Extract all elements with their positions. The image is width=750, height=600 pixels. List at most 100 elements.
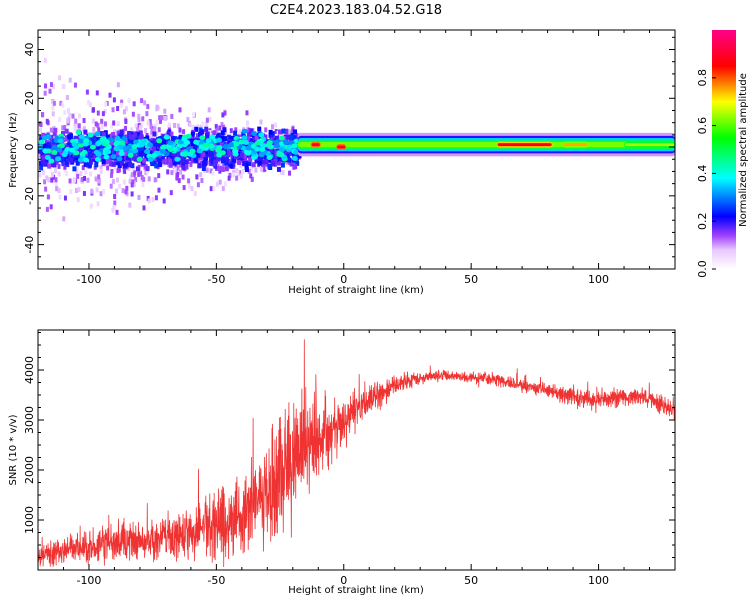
spectrogram-peak: [563, 143, 588, 147]
spectrogram-noise-cell: [245, 110, 249, 116]
spectrogram-noise-cell: [128, 202, 132, 208]
spectrogram-band-cell: [75, 160, 80, 166]
spectrogram-blob: [114, 136, 121, 142]
spectrogram-blob: [56, 147, 63, 153]
spectrogram-noise-cell: [68, 178, 72, 184]
spectrogram-blob: [251, 131, 258, 137]
spectrogram-ytick-label: -40: [23, 236, 36, 254]
spectrogram-band-cell: [178, 134, 183, 140]
spectrogram-band-cell: [95, 136, 100, 142]
spectrogram-noise-cell: [74, 187, 78, 193]
spectrogram-noise-cell: [47, 177, 51, 183]
spectrogram-band-cell: [64, 136, 69, 142]
spectrogram-noise-cell: [140, 98, 144, 104]
spectrogram-band-cell: [87, 162, 92, 168]
spectrogram-band-cell: [123, 138, 128, 144]
colorbar-tick-label: 0.4: [696, 165, 709, 183]
spectrogram-noise-cell: [38, 155, 42, 161]
spectrogram-blob: [89, 144, 96, 150]
spectrogram-blob: [163, 134, 170, 140]
spectrogram-band-cell: [46, 142, 51, 148]
spectrogram-band-cell: [244, 167, 249, 173]
spectrogram-band-cell: [252, 136, 257, 142]
spectrogram-band-cell: [267, 163, 272, 169]
spectrogram-noise-cell: [199, 124, 203, 130]
spectrogram-band-cell: [204, 126, 209, 132]
spectrogram-band-cell: [277, 157, 282, 163]
spectrogram-band-cell: [224, 136, 229, 142]
spectrogram-band-cell: [131, 141, 136, 147]
spectrogram-noise-cell: [287, 130, 291, 136]
spectrogram-band-cell: [160, 156, 165, 162]
spectrogram-noise-cell: [62, 137, 66, 143]
spectrogram-noise-cell: [120, 102, 124, 108]
spectrogram-band-cell: [181, 165, 186, 171]
spectrogram-blob: [138, 142, 145, 148]
spectrogram-noise-cell: [51, 111, 55, 117]
spectrogram-noise-cell: [162, 198, 166, 204]
spectrogram-noise-cell: [273, 161, 277, 167]
spectrogram-band-cell: [157, 142, 162, 148]
spectrogram-noise-cell: [153, 126, 157, 132]
spectrogram-noise-cell: [61, 102, 65, 108]
spectrogram-noise-cell: [150, 129, 154, 135]
spectrogram-noise-cell: [221, 112, 225, 118]
spectrogram-noise-cell: [116, 168, 120, 174]
spectrogram-noise-cell: [281, 169, 285, 175]
spectrogram-band-cell: [43, 161, 48, 167]
spectrogram-noise-cell: [157, 173, 161, 179]
spectrogram-band-cell: [254, 158, 259, 164]
colorbar-ticks: 0.0 0.2 0.4 0.6 0.8: [696, 69, 716, 278]
spectrogram-noise-cell: [45, 175, 49, 181]
spectrogram-noise-cell: [81, 127, 85, 133]
spectrogram-noise-cell: [69, 189, 73, 195]
spectrogram-band-cell: [128, 161, 133, 167]
spectrogram-band-cell: [61, 130, 66, 136]
spectrogram-blob: [161, 144, 168, 150]
spectrogram-noise-cell: [247, 168, 251, 174]
chart-title: C2E4.2023.183.04.52.G18: [270, 3, 442, 18]
spectrogram-band-cell: [205, 131, 210, 137]
spectrogram-blob: [116, 156, 123, 162]
spectrogram-band-cell: [156, 157, 161, 163]
spectrogram-band-cell: [116, 130, 121, 136]
spectrogram-noise-cell: [179, 162, 183, 168]
spectrogram-noise-cell: [157, 187, 161, 193]
spectrogram-blob: [118, 140, 125, 146]
spectrogram-band-cell: [264, 154, 269, 160]
spectrogram-blob: [279, 147, 286, 153]
spectrogram-band-cell: [59, 150, 64, 156]
spectrogram-blob: [51, 149, 58, 155]
spectrogram-noise-cell: [134, 123, 138, 129]
spectrogram-noise-cell: [110, 172, 114, 178]
spectrogram-noise-cell: [41, 112, 45, 118]
spectrogram-noise-cell: [140, 175, 144, 181]
spectrogram-blob: [251, 155, 258, 161]
spectrogram-noise-cell: [259, 119, 263, 125]
spectrogram-blob: [241, 135, 248, 141]
spectrogram-noise-cell: [148, 119, 152, 125]
spectrogram-band-cell: [154, 163, 159, 169]
spectrogram-band-cell: [52, 131, 57, 137]
spectrogram-band-cell: [62, 146, 67, 152]
spectrogram-noise-cell: [127, 98, 131, 104]
spectrogram-noise-cell: [205, 117, 209, 123]
spectrogram-band-cell: [264, 159, 269, 165]
spectrogram-noise-cell: [51, 105, 55, 111]
spectrogram-band-cell: [278, 129, 283, 135]
spectrogram-noise-cell: [52, 100, 56, 106]
spectrogram-noise-cell: [182, 129, 186, 135]
spectrogram-band-cell: [285, 134, 290, 140]
spectrogram-noise-cell: [63, 127, 67, 133]
spectrogram-band-cell: [283, 135, 288, 141]
spectrogram-noise-cell: [231, 172, 235, 178]
spectrogram-blob: [208, 143, 215, 149]
spectrogram-band-cell: [71, 156, 76, 162]
spectrogram-noise-cell: [205, 167, 209, 173]
spectrogram-noise-cell: [176, 165, 180, 171]
spectrogram-noise-cell: [111, 207, 115, 213]
spectrogram-noise-cell: [96, 122, 100, 128]
spectrogram-noise-cell: [136, 127, 140, 133]
spectrogram-noise-cell: [170, 113, 174, 119]
spectrogram-band-cell: [222, 127, 227, 133]
